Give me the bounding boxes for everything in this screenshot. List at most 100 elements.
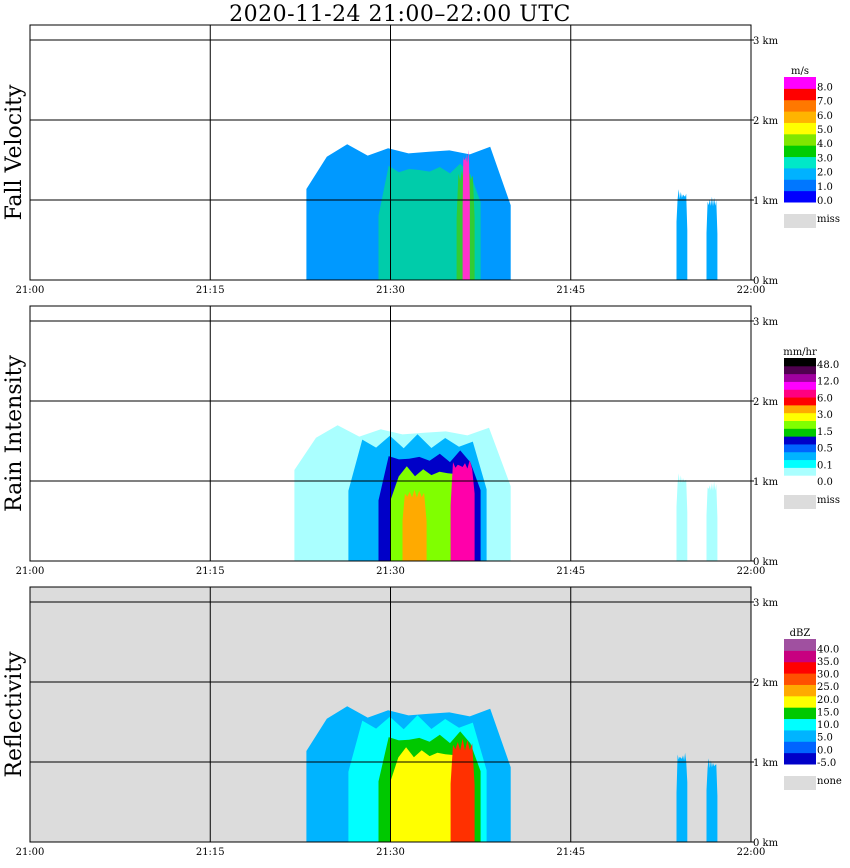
colorbar-swatch [784, 661, 816, 674]
colorbar-swatch [784, 122, 816, 135]
echo-4 [706, 196, 718, 280]
x-tick-label: 21:00 [16, 285, 45, 296]
colorbar-miss-label: none [817, 776, 842, 787]
colorbar-swatch [784, 695, 816, 708]
colorbar-label: 3.0 [817, 153, 833, 164]
colorbar-label: -5.0 [817, 758, 836, 769]
colorbar-swatch [784, 389, 816, 398]
x-tick-label: 21:45 [556, 847, 585, 858]
colorbar-label: 4.0 [817, 139, 833, 150]
colorbar-swatch [784, 77, 816, 89]
colorbar-swatch [784, 358, 816, 367]
colorbar-unit: m/s [791, 66, 809, 77]
colorbar-swatch [784, 428, 816, 437]
colorbar-swatch [784, 111, 816, 123]
x-tick-label: 22:00 [737, 285, 766, 296]
colorbar-label: 3.0 [817, 410, 833, 421]
colorbar-label: 25.0 [817, 682, 839, 693]
echo-4 [450, 738, 475, 842]
colorbar-swatch [784, 650, 816, 663]
colorbar-label: 40.0 [817, 644, 839, 655]
y-tick-label: 0 km [753, 276, 779, 287]
colorbar-swatch [784, 381, 816, 390]
colorbar-swatch [784, 88, 816, 101]
colorbar-label: 8.0 [817, 82, 833, 93]
panel-fall-velocity: 21:00 21:15 21:30 21:45 22:000 km 1 km 2 km 3 k… [2, 24, 840, 296]
colorbar-miss-swatch [784, 495, 816, 509]
colorbar-swatch [784, 729, 816, 742]
colorbar-swatch [784, 190, 816, 203]
colorbar-label: 7.0 [817, 97, 833, 108]
y-tick-label: 1 km [753, 196, 779, 207]
colorbar-unit: dBZ [790, 628, 811, 639]
colorbar-swatch [784, 707, 816, 720]
colorbar-swatch [784, 365, 816, 375]
colorbar-swatch [784, 459, 816, 468]
x-tick-label: 21:30 [376, 847, 405, 858]
colorbar-label: 48.0 [817, 360, 839, 371]
colorbar-label: 0.0 [817, 196, 833, 207]
colorbar-label: 12.0 [817, 377, 839, 388]
colorbar-label: 10.0 [817, 720, 839, 731]
y-tick-label: 1 km [753, 477, 779, 488]
x-tick-label: 21:30 [376, 285, 405, 296]
y-tick-label: 0 km [753, 838, 779, 849]
colorbar-miss-label: miss [817, 495, 840, 506]
colorbar-label: 5.0 [817, 733, 833, 744]
colorbar-swatch [784, 684, 816, 697]
colorbar-label: 30.0 [817, 670, 839, 681]
colorbar-swatch [784, 179, 816, 192]
colorbar-swatch [784, 156, 816, 169]
x-tick-label: 21:15 [196, 566, 225, 577]
x-tick-label: 22:00 [737, 847, 766, 858]
x-tick-label: 21:15 [196, 285, 225, 296]
colorbar-miss-swatch [784, 214, 816, 228]
y-tick-label: 2 km [753, 397, 779, 408]
colorbar-label: 35.0 [817, 657, 839, 668]
colorbar-swatch [784, 673, 816, 685]
y-tick-label: 3 km [753, 598, 779, 609]
colorbar-label: 2.0 [817, 168, 833, 179]
y-tick-label: 2 km [753, 678, 779, 689]
colorbar-swatch [784, 467, 816, 476]
colorbar-label: 5.0 [817, 125, 833, 136]
colorbar-label: 0.1 [817, 460, 833, 471]
colorbar-label: 0.0 [817, 745, 833, 756]
colorbar-swatch [784, 741, 816, 754]
colorbar-swatch [784, 99, 816, 112]
colorbar-swatch [784, 412, 816, 421]
echo-5 [676, 752, 688, 842]
colorbar-swatch [784, 373, 816, 382]
colorbar-swatch [784, 145, 816, 158]
y-tick-label: 3 km [753, 317, 779, 328]
x-tick-label: 21:00 [16, 566, 45, 577]
x-tick-label: 21:00 [16, 847, 45, 858]
colorbar-swatch [784, 167, 816, 180]
colorbar-swatch [784, 718, 816, 731]
colorbar-swatch [784, 639, 816, 651]
colorbar-label: 0.5 [817, 444, 833, 455]
y-tick-label: 1 km [753, 758, 779, 769]
colorbar-swatch [784, 420, 816, 429]
colorbar-label: 20.0 [817, 695, 839, 706]
colorbar-miss-swatch [784, 776, 816, 790]
colorbar-swatch [784, 397, 816, 406]
colorbar-swatch [784, 451, 816, 461]
colorbar-swatch [784, 443, 816, 453]
colorbar-swatch [784, 436, 816, 445]
echo-0-core [378, 163, 481, 280]
colorbar-label: 0.0 [817, 477, 833, 488]
x-tick-label: 21:45 [556, 566, 585, 577]
echo-6 [676, 473, 688, 561]
x-tick-label: 21:30 [376, 566, 405, 577]
colorbar-label: 1.0 [817, 182, 833, 193]
echo-5 [450, 460, 475, 561]
y-tick-label: 0 km [753, 557, 779, 568]
colorbar-label: 6.0 [817, 393, 833, 404]
x-tick-label: 21:15 [196, 847, 225, 858]
y-tick-label: 3 km [753, 36, 779, 47]
colorbar-label: 6.0 [817, 111, 833, 122]
echo-2 [462, 149, 470, 280]
x-tick-label: 21:45 [556, 285, 585, 296]
